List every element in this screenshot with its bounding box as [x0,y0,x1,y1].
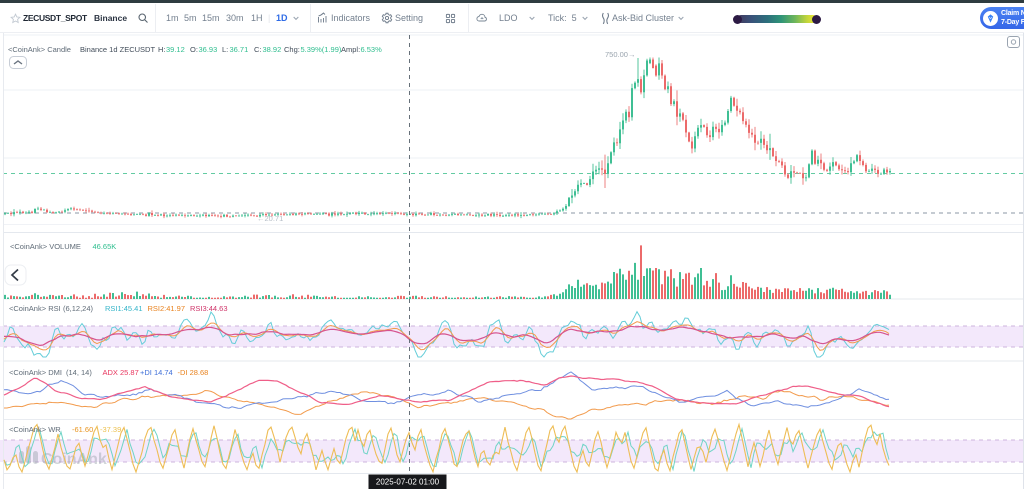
svg-text:←20.71: ←20.71 [257,214,283,223]
svg-text:2025-07-02 01:00: 2025-07-02 01:00 [376,478,440,487]
svg-text:<CoinAnk> RSI(6,12,24)RSI1:45.: <CoinAnk> RSI (6,12,24) RSI1:45.41 RSI2:41.… [9,304,228,313]
svg-text:<CoinAnk> DMI(14, 14)ADX 25.87: <CoinAnk> DMI (14, 14) ADX 25.87+DI 14.74-… [9,368,208,377]
svg-text:<CoinAnk> WR-61.60-37.39: <CoinAnk> WR -61.60 -37.39 [9,425,121,434]
svg-text:750.00→: 750.00→ [605,50,635,59]
